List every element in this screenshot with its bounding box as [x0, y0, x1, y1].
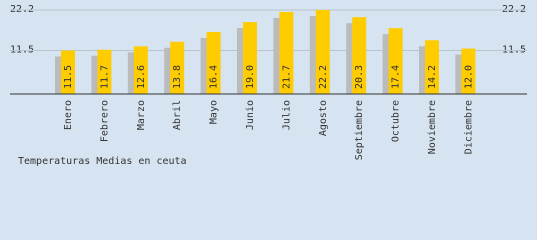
- value-label: 14.2: [427, 65, 438, 89]
- chart: Temperaturas Medias en ceuta 11.5 11.522.…: [0, 0, 537, 174]
- value-label: 16.4: [209, 65, 220, 89]
- value-label: 13.8: [172, 65, 183, 89]
- x-tick-label: Noviembre: [427, 100, 438, 154]
- chart-title: Temperaturas Medias en ceuta: [18, 156, 187, 167]
- bar: [133, 46, 148, 94]
- background: [0, 0, 537, 174]
- bar: [315, 10, 330, 94]
- value-label: 12.6: [136, 65, 147, 89]
- x-tick-label: Diciembre: [463, 100, 474, 154]
- x-tick-label: Octubre: [391, 100, 402, 142]
- x-tick-label: Enero: [63, 100, 74, 130]
- value-label: 19.0: [245, 65, 256, 89]
- bar: [461, 48, 476, 94]
- value-label: 17.4: [391, 65, 402, 89]
- bar: [279, 11, 294, 94]
- bar: [388, 28, 403, 94]
- value-label: 11.5: [63, 65, 74, 89]
- x-tick-label: Julio: [281, 100, 292, 130]
- bar: [170, 41, 185, 94]
- bar: [425, 40, 439, 94]
- x-tick-label: Abril: [172, 100, 183, 130]
- x-tick-label: Mayo: [209, 100, 220, 124]
- value-label: 20.3: [354, 65, 365, 89]
- bar: [206, 31, 221, 94]
- bar: [97, 49, 112, 94]
- value-label: 11.7: [99, 65, 110, 89]
- x-tick-label: Agosto: [318, 100, 329, 136]
- bar: [352, 17, 367, 94]
- bar: [61, 50, 75, 94]
- value-label: 12.0: [463, 65, 474, 89]
- x-tick-label: Marzo: [136, 100, 147, 130]
- value-label: 21.7: [281, 65, 292, 89]
- x-tick-label: Junio: [245, 100, 256, 130]
- x-tick-label: Febrero: [99, 100, 110, 142]
- bar: [243, 22, 257, 94]
- value-label: 22.2: [318, 65, 329, 89]
- x-tick-label: Septiembre: [354, 100, 365, 160]
